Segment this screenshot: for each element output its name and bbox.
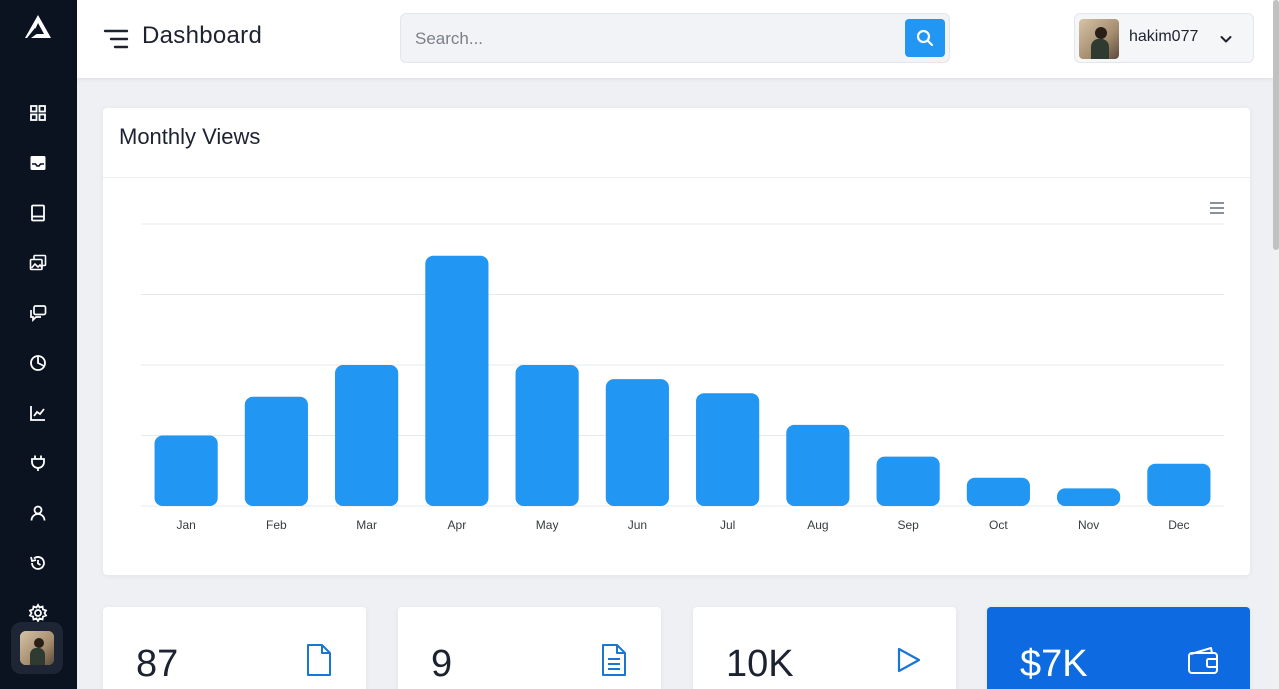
scrollbar-thumb[interactable] <box>1273 0 1279 250</box>
chat-icon[interactable] <box>26 301 50 325</box>
sidebar-avatar[interactable] <box>11 622 63 674</box>
bar-aug[interactable] <box>786 424 850 506</box>
plug-icon[interactable] <box>26 451 50 475</box>
user-menu[interactable]: hakim077 <box>1074 13 1254 63</box>
chevron-down-icon <box>1220 36 1232 43</box>
play-icon <box>897 647 921 673</box>
wallet-icon <box>1188 647 1218 674</box>
x-tick-label: Mar <box>356 518 377 532</box>
stat-value: $7K <box>1020 643 1088 685</box>
bar-apr[interactable] <box>425 255 489 506</box>
page-title: Dashboard <box>142 22 263 49</box>
bar-jan[interactable] <box>154 435 218 507</box>
x-tick-label: Jan <box>176 518 195 532</box>
avatar-image <box>20 631 54 665</box>
x-tick-label: Sep <box>897 518 919 532</box>
bar-sep[interactable] <box>876 456 940 506</box>
menu-toggle-icon[interactable] <box>103 28 129 50</box>
x-tick-label: Jun <box>628 518 647 532</box>
document-icon <box>602 644 626 676</box>
bar-jul[interactable] <box>696 393 760 506</box>
logo-icon[interactable] <box>24 14 52 40</box>
search-bar <box>400 13 950 63</box>
images-icon[interactable] <box>26 251 50 275</box>
bar-mar[interactable] <box>335 365 399 506</box>
top-header: Dashboard hakim077 <box>77 0 1273 78</box>
stat-card-documents[interactable]: 9 <box>398 607 661 689</box>
x-tick-label: Dec <box>1168 518 1189 532</box>
search-input[interactable] <box>415 26 895 52</box>
bar-jun[interactable] <box>605 379 669 506</box>
x-tick-label: Feb <box>266 518 287 532</box>
line-chart-icon[interactable] <box>26 401 50 425</box>
sidebar <box>0 0 77 689</box>
monthly-views-card: Monthly Views Jan Feb Mar Apr May Jun Jul Aug Se… <box>103 108 1250 575</box>
user-icon[interactable] <box>26 501 50 525</box>
bar-chart: Jan Feb Mar Apr May Jun Jul Aug Sep Oct Nov Dec <box>141 223 1224 532</box>
bar-dec[interactable] <box>1147 463 1211 506</box>
file-icon <box>307 644 331 676</box>
inbox-icon[interactable] <box>26 151 50 175</box>
scrollbar[interactable] <box>1273 0 1279 689</box>
stat-card-revenue[interactable]: $7K <box>987 607 1250 689</box>
stat-card-plays[interactable]: 10K <box>693 607 956 689</box>
grid-icon[interactable] <box>26 101 50 125</box>
x-tick-label: Nov <box>1078 518 1099 532</box>
stat-value: 87 <box>136 643 179 685</box>
bar-nov[interactable] <box>1057 488 1121 506</box>
history-icon[interactable] <box>26 551 50 575</box>
x-tick-label: Apr <box>448 518 467 532</box>
chart-menu-icon[interactable] <box>1208 200 1226 216</box>
search-button[interactable] <box>905 19 945 57</box>
x-tick-label: Aug <box>807 518 828 532</box>
settings-icon[interactable] <box>26 601 50 625</box>
pie-chart-icon[interactable] <box>26 351 50 375</box>
stat-value: 10K <box>726 643 794 685</box>
x-tick-label: Jul <box>720 518 735 532</box>
user-avatar <box>1079 19 1119 59</box>
stat-card-files[interactable]: 87 <box>103 607 366 689</box>
bar-oct[interactable] <box>966 477 1030 506</box>
x-tick-label: Oct <box>989 518 1008 532</box>
username: hakim077 <box>1129 28 1199 45</box>
card-divider <box>103 177 1250 178</box>
card-title: Monthly Views <box>119 124 261 149</box>
stat-value: 9 <box>431 643 453 685</box>
bar-feb[interactable] <box>244 396 308 506</box>
book-icon[interactable] <box>26 201 50 225</box>
search-icon <box>916 29 934 47</box>
bar-may[interactable] <box>515 365 579 506</box>
x-tick-label: May <box>536 518 559 532</box>
